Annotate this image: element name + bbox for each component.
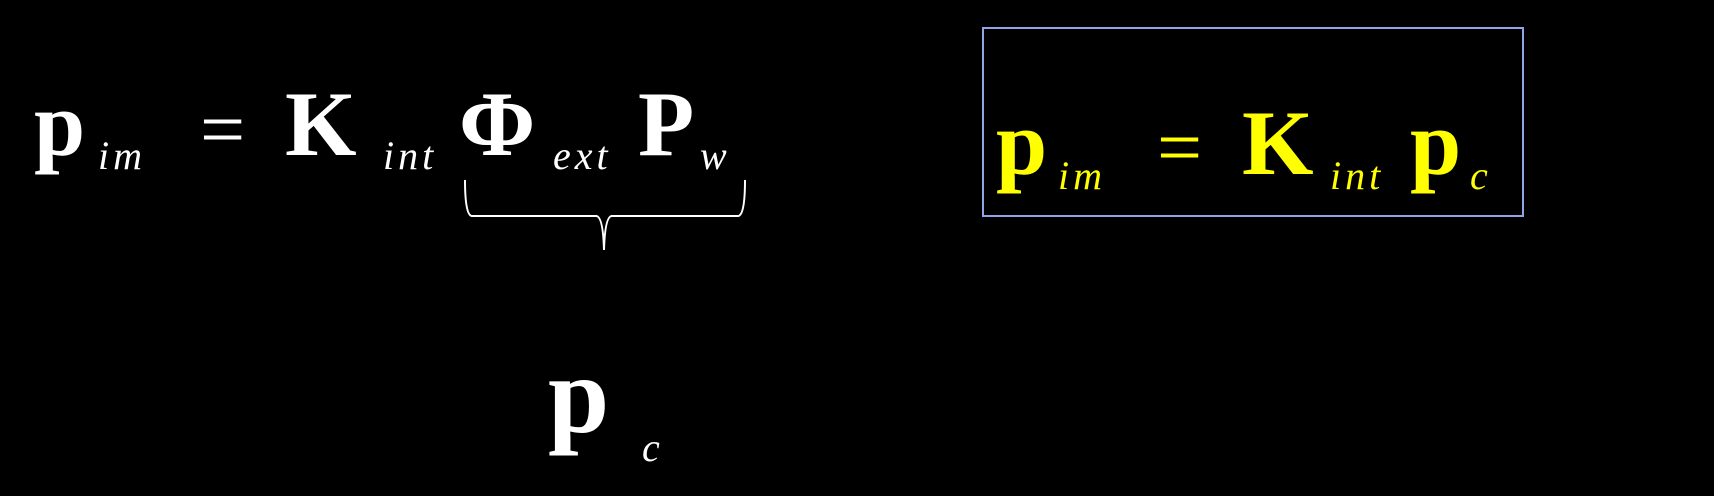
boxed-vector-pc-symbol: p bbox=[1410, 92, 1462, 194]
subscript-im: im bbox=[98, 133, 146, 178]
subscript-int: int bbox=[383, 133, 438, 178]
vector-P-symbol: P bbox=[638, 73, 695, 175]
matrix-k-symbol: K bbox=[285, 73, 357, 175]
boxed-subscript-im: im bbox=[1058, 153, 1106, 198]
subscript-w: w bbox=[700, 133, 731, 178]
vector-p-symbol: p bbox=[34, 73, 86, 175]
subscript-ext: ext bbox=[553, 133, 612, 178]
matrix-phi-symbol: Φ bbox=[459, 73, 536, 175]
vector-pc-symbol: p bbox=[548, 334, 610, 456]
boxed-vector-p-symbol: p bbox=[996, 92, 1048, 194]
boxed-subscript-c: c bbox=[1470, 153, 1492, 198]
boxed-equals-sign: = bbox=[1157, 104, 1203, 192]
boxed-subscript-int: int bbox=[1330, 153, 1385, 198]
subscript-c: c bbox=[642, 425, 664, 470]
equals-sign: = bbox=[200, 86, 246, 174]
boxed-matrix-k-symbol: K bbox=[1242, 92, 1314, 194]
boxed-equation-frame bbox=[982, 27, 1524, 217]
